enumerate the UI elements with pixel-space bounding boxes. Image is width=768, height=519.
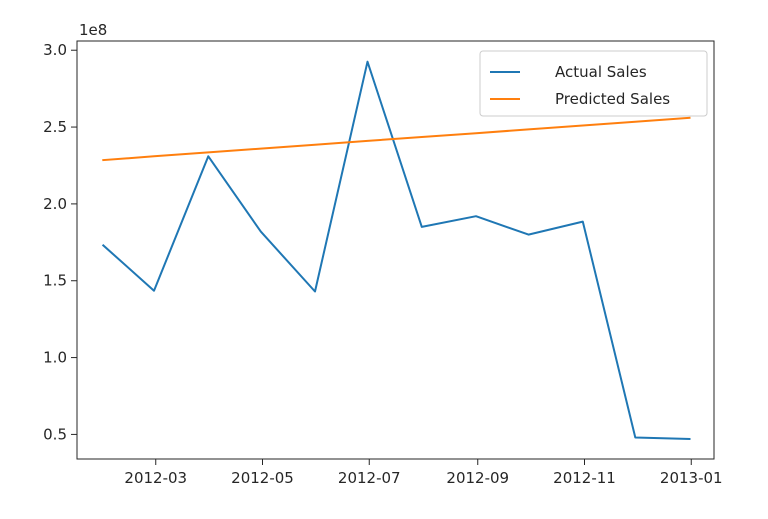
x-tick-label: 2012-05 (231, 469, 294, 487)
x-axis: 2012-03 2012-05 2012-07 2012-09 2012-11 2013-… (124, 459, 723, 487)
y-tick-label: 0.5 (43, 425, 67, 443)
series-layer (101, 60, 691, 441)
x-tick-label: 2012-07 (338, 469, 401, 487)
legend: Actual Sales Predicted Sales (479, 50, 708, 117)
y-offset-label: 1e8 (79, 21, 107, 39)
legend-label: Predicted Sales (555, 90, 670, 108)
y-tick-label: 3.0 (43, 41, 67, 59)
x-tick-label: 2012-03 (124, 469, 187, 487)
x-tick-label: 2012-11 (553, 469, 616, 487)
x-tick-label: 2012-09 (446, 469, 509, 487)
y-tick-label: 1.0 (43, 349, 67, 367)
y-tick-label: 2.0 (43, 195, 67, 213)
legend-label: Actual Sales (555, 63, 647, 81)
y-tick-label: 2.5 (43, 118, 67, 136)
series-line-predicted-sales (102, 116, 691, 162)
y-tick-label: 1.5 (43, 272, 67, 290)
series-line-actual-sales (101, 60, 691, 441)
legend-box (479, 50, 708, 117)
x-tick-label: 2013-01 (660, 469, 723, 487)
y-axis: 0.5 1.0 1.5 2.0 2.5 3.0 (43, 41, 77, 443)
